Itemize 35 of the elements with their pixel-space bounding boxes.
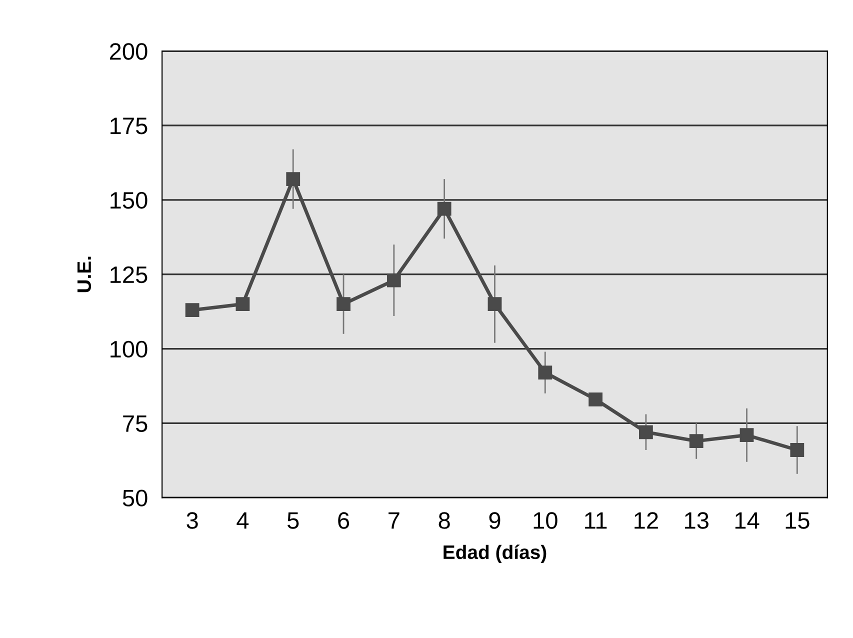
x-tick-label: 5 [288, 512, 299, 529]
x-tick-label: 7 [388, 512, 400, 529]
y-tick-label: 75 [123, 416, 148, 432]
point [689, 434, 704, 448]
x-axis-title: Edad (días) [444, 544, 546, 563]
point [437, 202, 452, 216]
x-tick-label: 10 [534, 512, 558, 529]
point [386, 273, 401, 288]
point [588, 392, 602, 406]
x-tick-label: 3 [186, 512, 198, 529]
x-tick-label: 11 [585, 512, 607, 529]
point [639, 425, 653, 440]
point [538, 366, 552, 380]
y-tick-label: 50 [122, 490, 148, 506]
x-tick-label: 13 [685, 512, 708, 529]
point [236, 297, 250, 312]
x-tick-label: 14 [735, 512, 760, 529]
y-tick-label: 200 [110, 43, 148, 60]
point [286, 172, 300, 186]
y-tick-label: 175 [110, 118, 148, 134]
point [488, 297, 502, 312]
point [740, 428, 754, 442]
x-tick-label: 8 [438, 512, 450, 529]
y-tick-label: 100 [110, 340, 148, 358]
point [185, 303, 200, 318]
point [336, 297, 350, 312]
x-tick-label: 15 [786, 512, 810, 529]
x-tick-label: 12 [634, 512, 658, 529]
y-tick-label: 125 [110, 266, 148, 284]
x-tick-label: 4 [236, 512, 249, 529]
point [790, 443, 804, 457]
x-tick-label: 6 [338, 512, 350, 529]
y-axis-title: U.E. [77, 256, 92, 292]
x-tick-label: 9 [489, 512, 500, 529]
y-tick-label: 150 [110, 192, 148, 209]
